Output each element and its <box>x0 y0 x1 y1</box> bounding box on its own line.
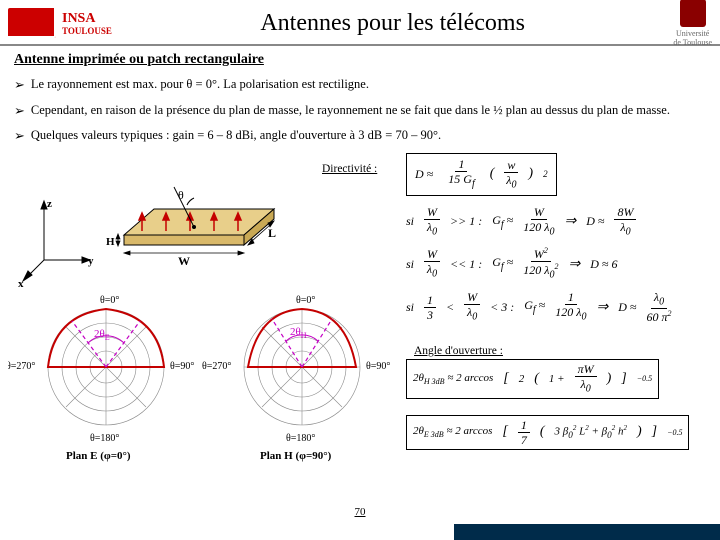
formula-block: D ≈ 115 Gf (wλ0)2 si Wλ0 >> 1 : Gf ≈ W12… <box>406 153 706 460</box>
svg-text:θ=0°: θ=0° <box>296 295 315 306</box>
svg-text:θ=90°: θ=90° <box>366 361 390 372</box>
svg-text:H: H <box>106 236 115 248</box>
bullet-item: ➢Quelques valeurs typiques : gain = 6 – … <box>14 127 706 145</box>
svg-text:x: x <box>18 278 24 290</box>
svg-text:θ=270°: θ=270° <box>8 361 35 372</box>
figures-area: Directivité : Angle d'ouverture : z y x <box>14 153 706 483</box>
footer-bar <box>454 524 720 540</box>
bullet-item: ➢Le rayonnement est max. pour θ = 0°. La… <box>14 76 706 94</box>
patch-diagram: z y x θ <box>14 165 314 295</box>
slide-title: Antennes pour les télécoms <box>112 10 674 37</box>
svg-text:θ=270°: θ=270° <box>202 361 231 372</box>
svg-text:2θE: 2θE <box>94 328 110 342</box>
svg-text:θ=180°: θ=180° <box>286 433 315 444</box>
insa-logo: INSA TOULOUSE <box>8 8 112 38</box>
radiation-patterns: θ=0° θ=90° θ=180° θ=270° <box>8 293 408 483</box>
svg-text:θ=0°: θ=0° <box>100 295 119 306</box>
section-subtitle: Antenne imprimée ou patch rectangulaire <box>14 52 706 68</box>
slide-body: Antenne imprimée ou patch rectangulaire … <box>0 46 720 489</box>
svg-text:θ=180°: θ=180° <box>90 433 119 444</box>
svg-text:2θH: 2θH <box>290 326 307 340</box>
slide-header: INSA TOULOUSE Antennes pour les télécoms… <box>0 0 720 46</box>
svg-text:θ: θ <box>178 188 184 202</box>
svg-text:θ=90°: θ=90° <box>170 361 194 372</box>
page-number: 70 <box>355 506 366 518</box>
ut-logo: Université de Toulouse <box>673 0 712 47</box>
svg-text:Plan E (φ=0°): Plan E (φ=0°) <box>66 450 131 462</box>
svg-text:L: L <box>268 226 276 240</box>
svg-text:y: y <box>88 255 94 267</box>
svg-text:W: W <box>178 254 190 268</box>
svg-text:Plan H (φ=90°): Plan H (φ=90°) <box>260 450 332 462</box>
svg-text:z: z <box>47 198 52 210</box>
bullet-item: ➢Cependant, en raison de la présence du … <box>14 102 706 120</box>
directivity-label: Directivité : <box>322 163 377 175</box>
